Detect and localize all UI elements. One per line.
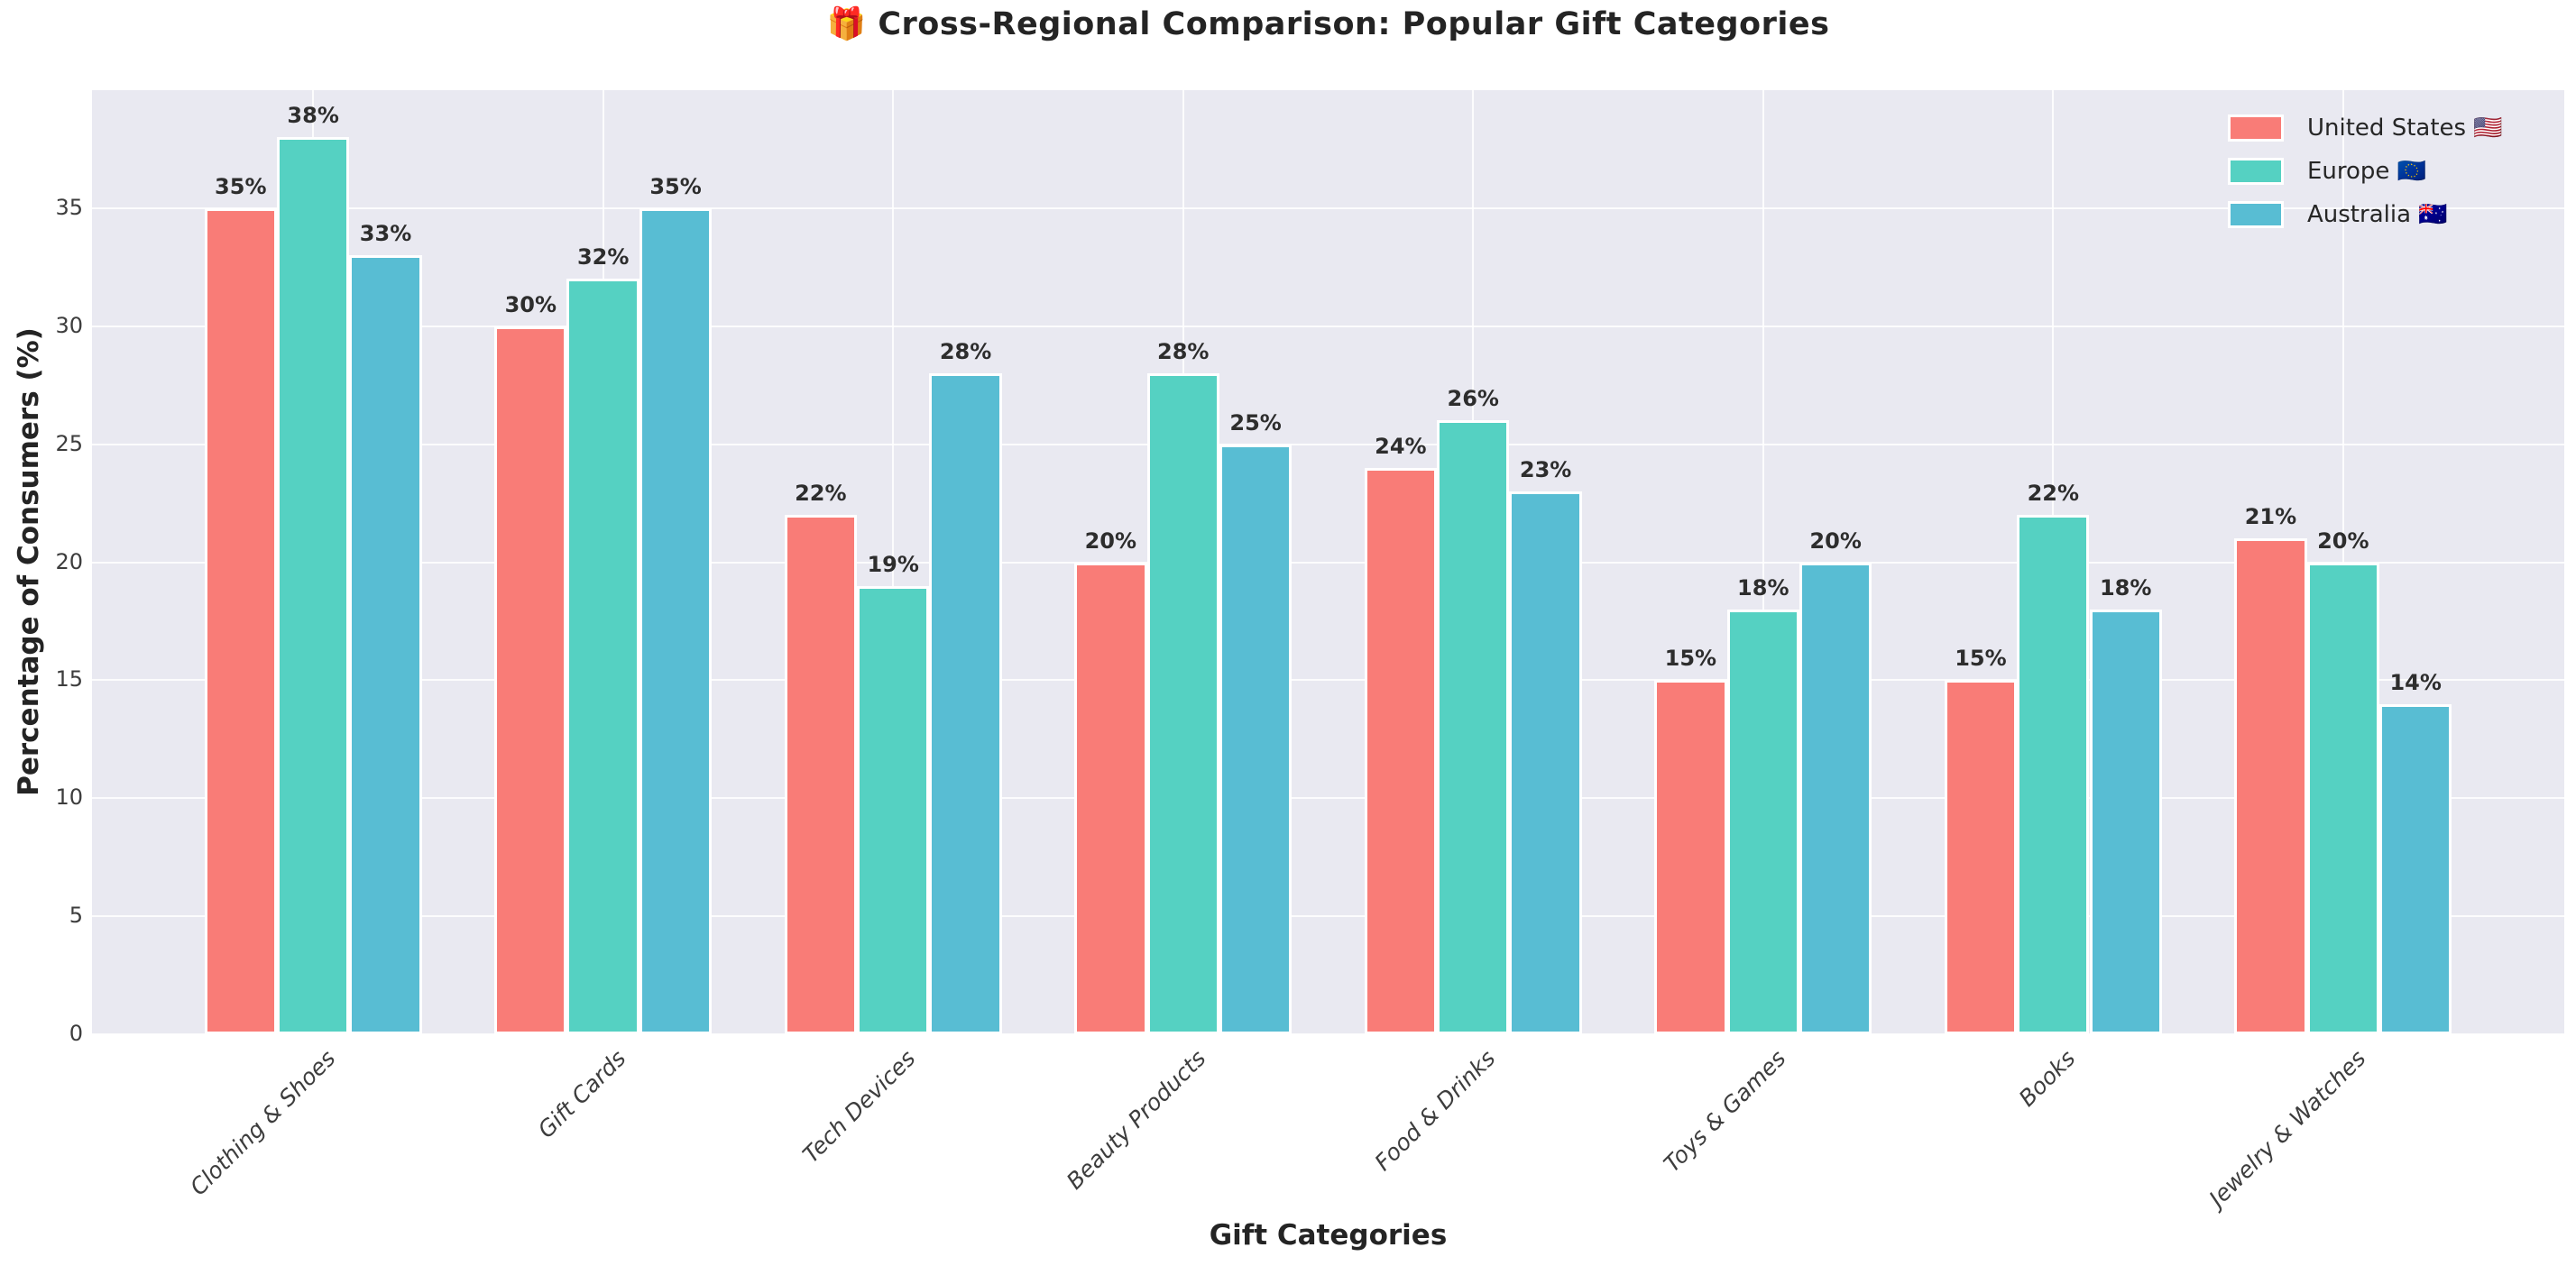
- y-tick-label: 10: [55, 784, 83, 811]
- bar-value-label: 21%: [2244, 504, 2297, 530]
- legend-label: Australia 🇦🇺: [2307, 201, 2448, 228]
- bar: [1219, 444, 1293, 1034]
- bar: [1146, 373, 1219, 1034]
- bar: [276, 137, 350, 1034]
- bar: [204, 207, 277, 1034]
- y-tick-label: 20: [55, 548, 83, 574]
- bar-value-label: 30%: [504, 291, 557, 317]
- gridline-horizontal: [92, 1033, 2564, 1035]
- bar: [349, 255, 422, 1034]
- bar-value-label: 18%: [1737, 574, 1789, 601]
- legend-item: Australia 🇦🇺: [2228, 193, 2503, 236]
- legend-label: Europe 🇪🇺: [2307, 158, 2427, 185]
- gridline-horizontal: [92, 679, 2564, 682]
- legend-swatch: [2228, 115, 2284, 142]
- bar: [639, 207, 713, 1034]
- legend: United States 🇺🇸 Europe 🇪🇺 Australia 🇦🇺: [2228, 106, 2503, 236]
- legend-item: Europe 🇪🇺: [2228, 150, 2503, 193]
- y-tick-label: 0: [69, 1021, 83, 1046]
- bar: [784, 515, 858, 1034]
- bar-value-label: 19%: [867, 551, 919, 577]
- bar: [566, 279, 639, 1034]
- bar: [2379, 703, 2452, 1034]
- bar-value-label: 20%: [2317, 527, 2369, 554]
- bar-value-label: 32%: [576, 244, 630, 271]
- bar-value-label: 20%: [1809, 527, 1862, 554]
- y-tick-label: 30: [55, 312, 83, 338]
- gridline-horizontal: [92, 561, 2564, 564]
- bar-value-label: 28%: [1157, 339, 1210, 365]
- bar-value-label: 33%: [359, 221, 412, 247]
- bar-value-label: 35%: [215, 173, 267, 199]
- y-tick-label: 15: [55, 666, 83, 693]
- bar: [1726, 609, 1799, 1034]
- bar-value-label: 28%: [939, 339, 992, 365]
- bar-value-label: 15%: [1664, 646, 1717, 672]
- legend-swatch: [2228, 201, 2284, 228]
- gridline-vertical: [1762, 90, 1764, 1034]
- y-tick-label: 5: [69, 903, 83, 929]
- bar-value-label: 38%: [287, 103, 339, 129]
- bar-value-label: 35%: [649, 173, 702, 199]
- bar-value-label: 24%: [1375, 433, 1427, 459]
- bar-value-label: 18%: [2099, 574, 2152, 601]
- bar: [2089, 609, 2162, 1034]
- bar-value-label: 14%: [2389, 669, 2442, 695]
- bar: [929, 373, 1002, 1034]
- gridline-horizontal: [92, 915, 2564, 918]
- bar: [857, 585, 930, 1034]
- bar-value-label: 23%: [1519, 456, 1572, 482]
- gridline-vertical: [892, 90, 895, 1034]
- bar: [494, 326, 567, 1034]
- bar-value-label: 25%: [1229, 409, 1282, 436]
- legend-item: United States 🇺🇸: [2228, 106, 2503, 150]
- gridline-horizontal: [92, 325, 2564, 327]
- x-axis-label: Gift Categories: [1209, 1219, 1448, 1252]
- bar: [1074, 562, 1147, 1034]
- bar: [2234, 538, 2307, 1034]
- chart-title: 🎁 Cross-Regional Comparison: Popular Gif…: [826, 6, 1830, 42]
- legend-label: United States 🇺🇸: [2307, 115, 2503, 142]
- bar: [1654, 680, 1727, 1034]
- legend-swatch: [2228, 158, 2284, 185]
- bar-value-label: 26%: [1447, 386, 1499, 412]
- bar: [1509, 491, 1582, 1034]
- plot-area: [92, 90, 2564, 1035]
- y-tick-label: 35: [55, 194, 83, 220]
- bar-value-label: 22%: [2027, 481, 2080, 507]
- y-tick-label: 25: [55, 430, 83, 456]
- bar: [1799, 562, 1872, 1034]
- bar-value-label: 15%: [1955, 646, 2007, 672]
- gridline-horizontal: [92, 206, 2564, 209]
- gridline-horizontal: [92, 443, 2564, 445]
- bar: [2306, 562, 2380, 1034]
- bar: [1364, 467, 1438, 1034]
- bar-value-label: 20%: [1084, 527, 1137, 554]
- bar: [1437, 420, 1510, 1034]
- bar: [2017, 515, 2090, 1034]
- bar: [1944, 680, 2018, 1034]
- gridline-horizontal: [92, 797, 2564, 800]
- bar-value-label: 22%: [795, 481, 847, 507]
